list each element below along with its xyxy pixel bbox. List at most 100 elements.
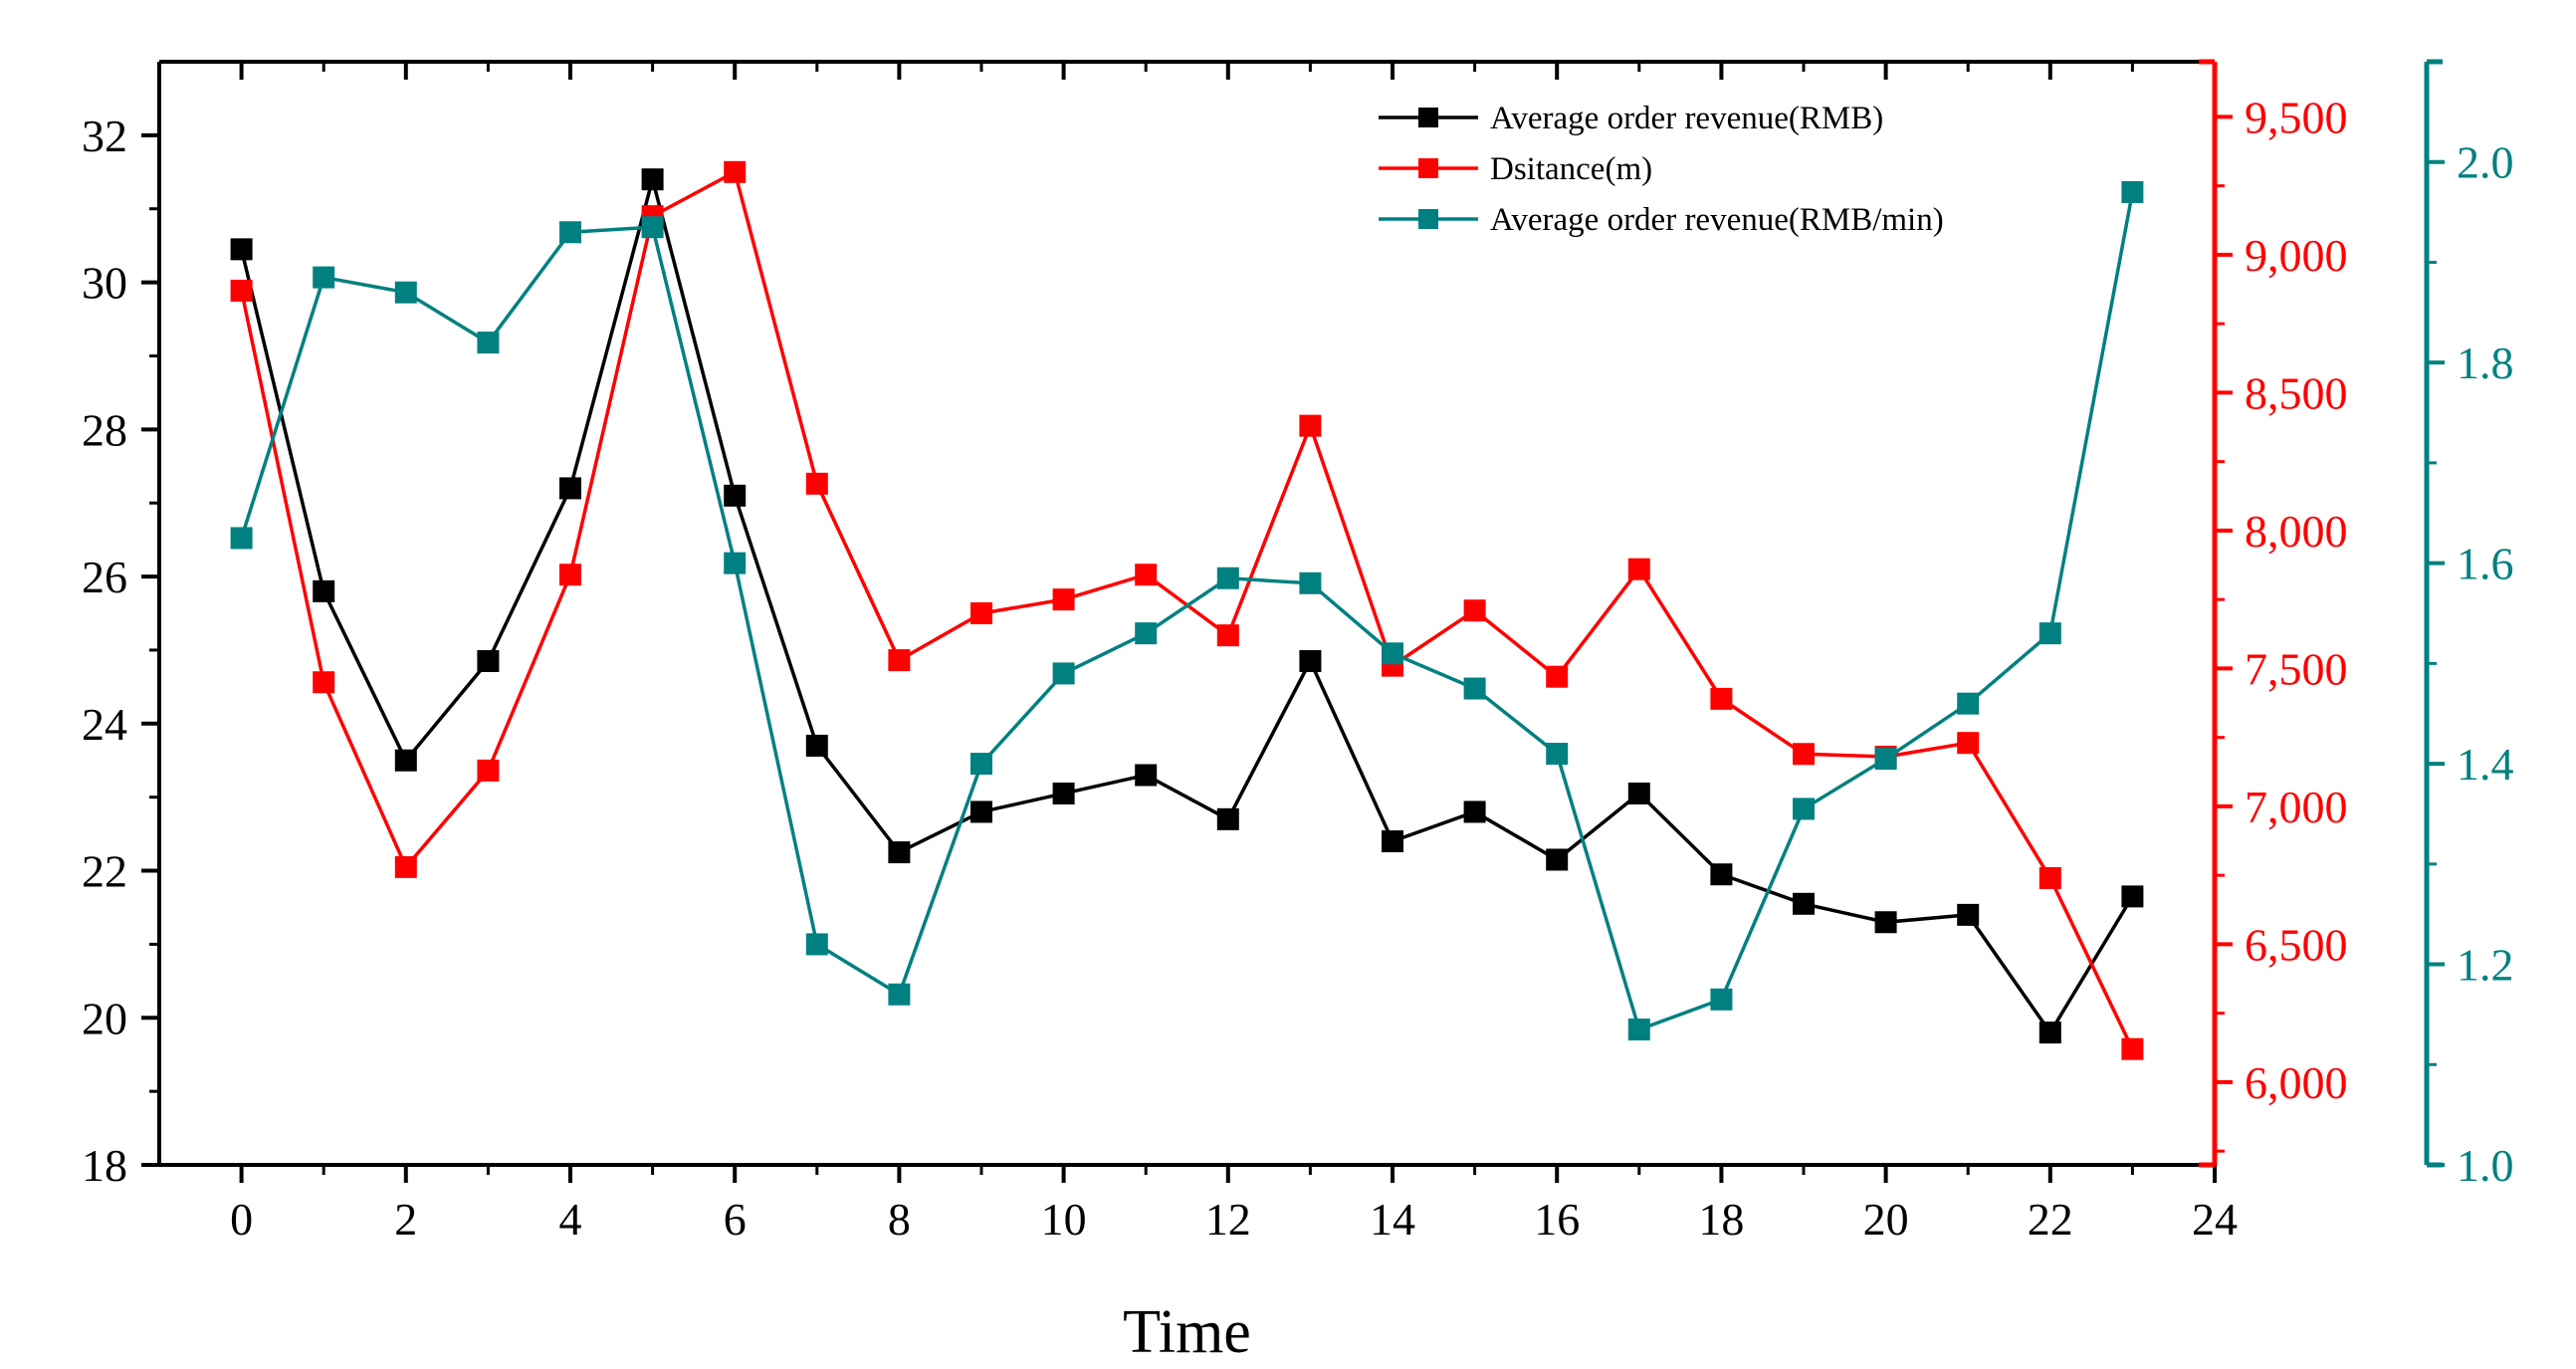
series-line: [239, 191, 2135, 1032]
data-point: [1382, 829, 1403, 852]
data-point: [1135, 764, 1158, 787]
y-right-revenue-per-min-tick-label: 1.2: [2457, 940, 2514, 991]
x-tick-label: 6: [724, 1194, 747, 1245]
data-point: [1052, 662, 1075, 685]
data-point: [724, 160, 747, 183]
data-point: [1546, 743, 1569, 766]
legend-item: Average order revenue(RMB/min): [1379, 202, 1944, 238]
data-point: [970, 753, 992, 776]
y-axis-left: 18 20 22 24 26 28 30 32: [82, 111, 159, 1191]
data-point: [394, 855, 417, 878]
legend-marker: [1418, 158, 1438, 178]
data-point: [724, 484, 747, 507]
y-left-tick-label: 28: [82, 404, 127, 455]
y-axis-right-distance: 6,000 6,500 7,000 7,500 8,000 8,500 9,000 9,500: [2199, 59, 2348, 1168]
data-point: [724, 552, 747, 574]
series-line: [239, 169, 2134, 1050]
data-point: [313, 671, 335, 694]
y-left-tick-label: 30: [82, 258, 127, 309]
x-tick-label: 24: [2192, 1194, 2238, 1245]
data-point: [641, 168, 664, 191]
x-axis: 0 2 4 6 8 10 12 14 16 18 20 22 24: [230, 62, 2238, 1245]
legend-label: Dsitance(m): [1490, 151, 1652, 187]
data-point: [1463, 677, 1486, 700]
data-point: [1299, 650, 1322, 673]
y-right-revenue-per-min-tick-label: 1.4: [2457, 739, 2514, 790]
y-axis-right-revenue-per-min: 1.0 1.2 1.4 1.6 1.8 2.0: [2424, 59, 2514, 1191]
data-point: [1874, 911, 1897, 934]
data-point: [1627, 558, 1650, 580]
y-right-distance-tick-label: 7,000: [2245, 782, 2348, 832]
data-point: [1382, 642, 1403, 665]
data-point: [1135, 564, 1158, 586]
y-right-distance-tick-label: 6,000: [2245, 1057, 2348, 1108]
y-right-distance-tick-label: 8,000: [2245, 506, 2348, 557]
y-right-distance-tick-label: 9,000: [2245, 230, 2348, 281]
data-point: [1627, 782, 1650, 804]
x-tick-label: 12: [1205, 1194, 1251, 1245]
y-left-tick-label: 26: [82, 552, 127, 602]
data-point: [1216, 567, 1239, 589]
data-point: [230, 238, 253, 261]
x-tick-label: 20: [1863, 1194, 1909, 1245]
y-left-tick-label: 24: [82, 699, 127, 750]
data-point: [1793, 798, 1815, 820]
data-point: [230, 527, 253, 550]
x-tick-label: 14: [1370, 1194, 1415, 1245]
x-tick-label: 16: [1534, 1194, 1580, 1245]
x-axis-title: Time: [1123, 1298, 1251, 1366]
data-point: [888, 983, 911, 1006]
data-point: [805, 933, 828, 956]
data-point: [559, 221, 581, 244]
data-point: [394, 281, 417, 304]
data-point: [1546, 848, 1569, 871]
y-left-tick-label: 20: [82, 993, 127, 1043]
x-tick-label: 22: [2028, 1194, 2073, 1245]
data-point: [477, 759, 500, 782]
x-tick-label: 18: [1698, 1194, 1744, 1245]
data-point: [1793, 892, 1815, 915]
x-tick-label: 0: [230, 1194, 253, 1245]
y-right-distance-tick-label: 7,500: [2245, 643, 2348, 694]
data-point: [1710, 863, 1733, 886]
data-point: [477, 650, 500, 673]
data-point: [1546, 665, 1569, 688]
data-point: [230, 279, 253, 302]
data-point: [1135, 622, 1158, 645]
series-1: [230, 168, 2144, 1044]
y-left-tick-label: 22: [82, 846, 127, 897]
data-point: [970, 800, 992, 823]
y-left-tick-label: 32: [82, 111, 127, 161]
data-point: [888, 649, 911, 672]
series-layer: [230, 160, 2144, 1060]
x-tick-label: 2: [394, 1194, 417, 1245]
data-point: [1216, 807, 1239, 830]
y-right-revenue-per-min-tick-label: 2.0: [2457, 137, 2514, 188]
plot-frame: [157, 60, 2215, 1167]
data-point: [2039, 622, 2061, 645]
data-point: [1463, 599, 1486, 622]
data-point: [559, 564, 581, 586]
legend-item: Average order revenue(RMB): [1379, 101, 1883, 136]
data-point: [1710, 687, 1733, 710]
data-point: [1874, 748, 1897, 771]
data-point: [1299, 571, 1322, 594]
data-point: [1957, 732, 1980, 755]
data-point: [1957, 692, 1980, 715]
series-3: [230, 180, 2144, 1041]
y-right-distance-tick-label: 9,500: [2245, 92, 2348, 142]
data-point: [1463, 800, 1486, 823]
y-right-distance-tick-label: 6,500: [2245, 919, 2348, 970]
legend: Average order revenue(RMB) Dsitance(m) Ave…: [1379, 101, 1944, 238]
data-point: [477, 332, 500, 354]
data-point: [313, 266, 335, 289]
data-point: [970, 602, 992, 624]
data-point: [1627, 1019, 1650, 1041]
data-point: [1793, 743, 1815, 766]
legend-label: Average order revenue(RMB): [1490, 101, 1883, 136]
y-right-revenue-per-min-tick-label: 1.0: [2457, 1140, 2514, 1191]
x-tick-label: 10: [1041, 1194, 1087, 1245]
data-point: [2121, 885, 2144, 908]
y-left-tick-label: 18: [82, 1140, 127, 1191]
